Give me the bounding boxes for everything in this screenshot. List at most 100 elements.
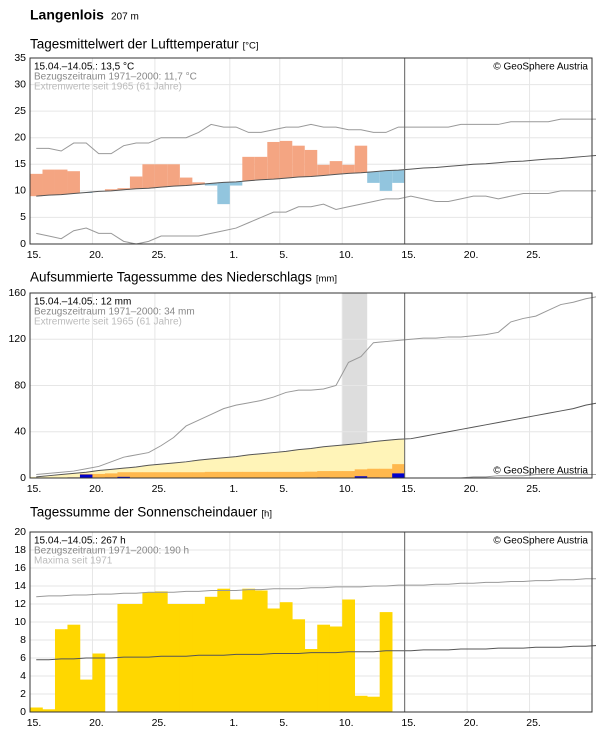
y-tick-label: 0	[20, 472, 26, 484]
bar	[142, 592, 156, 712]
y-tick-label: 4	[20, 670, 26, 682]
bar	[179, 604, 193, 712]
panel-unit: [°C]	[243, 41, 259, 52]
x-tick-label: 20.	[464, 717, 479, 729]
daily-bar	[79, 474, 93, 478]
plot-frame	[29, 57, 593, 245]
x-tick-label: 15.	[27, 717, 42, 729]
x-tick-label: 5.	[279, 249, 288, 261]
observed-area	[342, 471, 356, 478]
observed-area	[317, 471, 331, 478]
y-tick-label: 2	[20, 688, 26, 700]
normal-line	[36, 402, 596, 478]
bar	[229, 599, 243, 712]
observed-area	[329, 471, 343, 478]
observed-area	[379, 468, 393, 478]
y-tick-label: 120	[8, 333, 26, 345]
anomaly-bar	[204, 183, 218, 186]
anomaly-bar	[254, 156, 268, 180]
x-tick-label: 10.	[339, 717, 354, 729]
min-line	[36, 190, 596, 245]
bar	[242, 588, 256, 712]
bar	[292, 619, 306, 712]
panel-unit: [h]	[261, 509, 272, 520]
x-tick-label: 1.	[229, 249, 238, 261]
normal-line	[36, 645, 596, 661]
anomaly-bar	[142, 164, 155, 189]
observed-area	[129, 472, 143, 478]
daily-bar	[354, 476, 368, 478]
normal-line	[36, 154, 596, 197]
bar	[317, 624, 331, 712]
anomaly-bar	[117, 188, 130, 190]
bar	[254, 590, 268, 712]
normal-area	[30, 476, 43, 478]
anomaly-bar	[304, 149, 318, 177]
panel-title: Tagessumme der Sonnenscheindauer	[30, 505, 258, 520]
bar	[354, 695, 368, 712]
anomaly-bar	[279, 140, 293, 179]
anomaly-bar	[267, 141, 280, 180]
anomaly-bar	[129, 176, 143, 189]
bar	[204, 596, 218, 712]
observed-area	[179, 472, 193, 478]
observed-area	[117, 472, 131, 478]
observed-area	[204, 471, 218, 478]
y-tick-label: 160	[8, 287, 26, 299]
observed-area	[254, 471, 268, 478]
observed-area	[242, 471, 256, 478]
max-line	[36, 118, 596, 155]
max-line	[36, 296, 596, 476]
copyright: © GeoSphere Austria	[493, 466, 588, 477]
bar	[92, 653, 106, 712]
bar	[129, 604, 143, 712]
y-tick-label: 25	[14, 105, 26, 117]
bar	[79, 679, 93, 712]
bar	[54, 629, 68, 712]
x-tick-label: 5.	[279, 717, 288, 729]
observed-area	[217, 471, 231, 478]
normal-area	[267, 452, 281, 478]
observed-area	[142, 472, 156, 478]
x-tick-label: 25.	[526, 483, 541, 495]
bar	[154, 591, 168, 712]
x-tick-label: 15.	[401, 483, 416, 495]
bar	[267, 608, 281, 712]
y-tick-label: 6	[20, 652, 26, 664]
bar	[329, 626, 343, 712]
extremes-note: Extremwerte seit 1965 (61 Jahre)	[34, 317, 182, 328]
bar	[192, 604, 206, 712]
anomaly-bar	[104, 189, 118, 191]
reference: Bezugszeitraum 1971–2000: 190 h	[34, 546, 189, 557]
anomaly-bar	[167, 164, 180, 187]
summary: 15.04.–14.05.: 13,5 °C	[34, 62, 134, 73]
y-tick-label: 16	[14, 562, 26, 574]
anomaly-bar	[217, 182, 230, 205]
extremes-note: Extremwerte seit 1965 (61 Jahre)	[34, 82, 182, 93]
daily-bar	[117, 476, 130, 478]
anomaly-bar	[30, 173, 43, 197]
x-tick-label: 15.	[27, 249, 42, 261]
observed-area	[354, 469, 368, 478]
anomaly-bar	[42, 169, 55, 196]
panel-title: Tagesmittelwert der Lufttemperatur	[30, 37, 239, 52]
x-tick-label: 20.	[464, 483, 479, 495]
bar	[30, 707, 43, 712]
y-tick-label: 80	[14, 379, 26, 391]
x-tick-label: 15.	[401, 717, 416, 729]
bar	[279, 602, 293, 712]
anomaly-bar	[379, 170, 393, 191]
summary: 15.04.–14.05.: 267 h	[34, 536, 126, 547]
anomaly-bar	[54, 169, 68, 195]
y-tick-label: 14	[14, 580, 26, 592]
bar	[379, 612, 393, 712]
bar	[342, 599, 356, 712]
x-tick-label: 20.	[89, 483, 104, 495]
anomaly-bar	[329, 161, 343, 175]
copyright: © GeoSphere Austria	[493, 62, 588, 73]
x-tick-label: 15.	[27, 483, 42, 495]
observed-area	[292, 471, 306, 478]
station-name: Langenlois	[30, 7, 104, 23]
observed-area	[367, 468, 380, 478]
